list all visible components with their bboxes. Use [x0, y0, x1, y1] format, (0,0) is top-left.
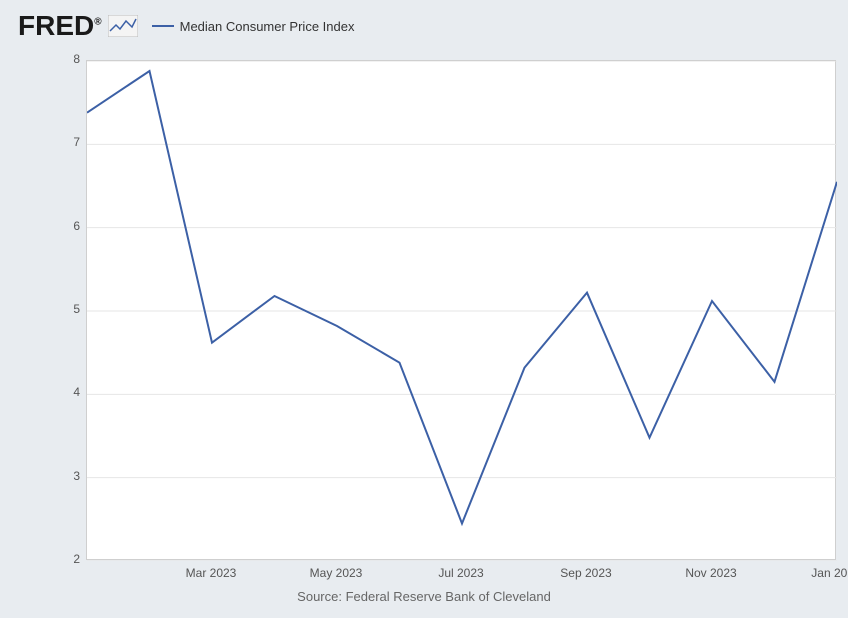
y-tick: 5 — [52, 302, 80, 316]
chart-header: FRED® Median Consumer Price Index — [18, 10, 354, 42]
chart-svg — [87, 61, 837, 561]
chart-plot-area — [86, 60, 836, 560]
x-tick: Mar 2023 — [186, 566, 237, 580]
x-tick: Jan 2024 — [811, 566, 848, 580]
y-tick: 2 — [52, 552, 80, 566]
legend: Median Consumer Price Index — [152, 19, 355, 34]
y-tick: 7 — [52, 135, 80, 149]
fred-logo: FRED® — [18, 10, 138, 42]
y-tick: 4 — [52, 385, 80, 399]
x-tick: May 2023 — [310, 566, 363, 580]
x-tick: Nov 2023 — [685, 566, 736, 580]
chart-icon — [108, 15, 138, 37]
x-tick: Jul 2023 — [438, 566, 483, 580]
y-tick: 6 — [52, 219, 80, 233]
x-tick: Sep 2023 — [560, 566, 611, 580]
source-text: Source: Federal Reserve Bank of Clevelan… — [0, 589, 848, 604]
logo-text: FRED® — [18, 10, 102, 42]
y-tick: 3 — [52, 469, 80, 483]
legend-swatch — [152, 25, 174, 27]
y-tick: 8 — [52, 52, 80, 66]
legend-label: Median Consumer Price Index — [180, 19, 355, 34]
